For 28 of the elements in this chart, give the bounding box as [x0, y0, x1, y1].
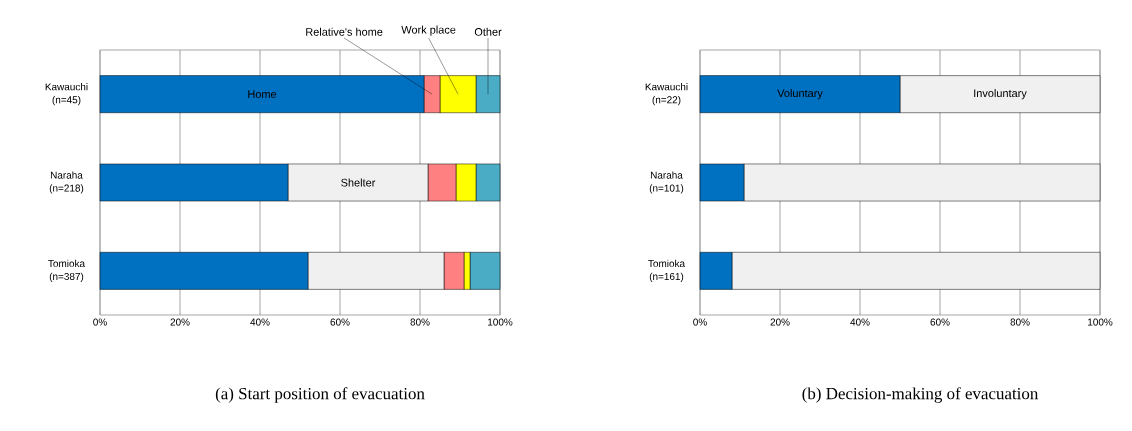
- series-label: Voluntary: [777, 89, 823, 100]
- y-tick-label: Naraha (n=101): [649, 171, 684, 194]
- text: Work place: [401, 25, 456, 36]
- x-tick-label: 80%: [410, 318, 430, 326]
- x-tick-label: 80%: [1010, 318, 1030, 326]
- x-tick-label: 60%: [330, 318, 350, 326]
- bar: [469, 252, 501, 290]
- x-tick-label: 100%: [488, 318, 513, 326]
- series-label: Involuntary: [974, 89, 1027, 100]
- y-tick-label: Naraha (n=218): [49, 171, 84, 194]
- y-tick-label: Tomioka (n=387): [48, 259, 86, 282]
- x-tick-label: 100%: [1088, 318, 1113, 326]
- x-tick-label: 20%: [170, 318, 190, 326]
- text: (b) Decision-making of evacuation: [802, 387, 1039, 403]
- text: Other: [474, 27, 502, 36]
- x-tick-label: 0%: [93, 318, 107, 326]
- y-tick-label: Kawauchi (n=22): [645, 83, 688, 106]
- y-tick-label: Tomioka (n=161): [648, 259, 686, 282]
- x-tick-label: 40%: [250, 318, 270, 326]
- x-tick-label: 60%: [930, 318, 950, 326]
- x-tick-label: 40%: [850, 318, 870, 326]
- series-label: Home: [248, 90, 277, 98]
- x-tick-label: 20%: [770, 318, 790, 326]
- y-tick-label: Kawauchi (n=45): [45, 83, 88, 106]
- text: Relative's home: [306, 27, 383, 36]
- text: (a) Start position of evacuation: [215, 387, 425, 403]
- series-label: Shelter: [341, 178, 376, 187]
- x-tick-label: 0%: [693, 318, 707, 326]
